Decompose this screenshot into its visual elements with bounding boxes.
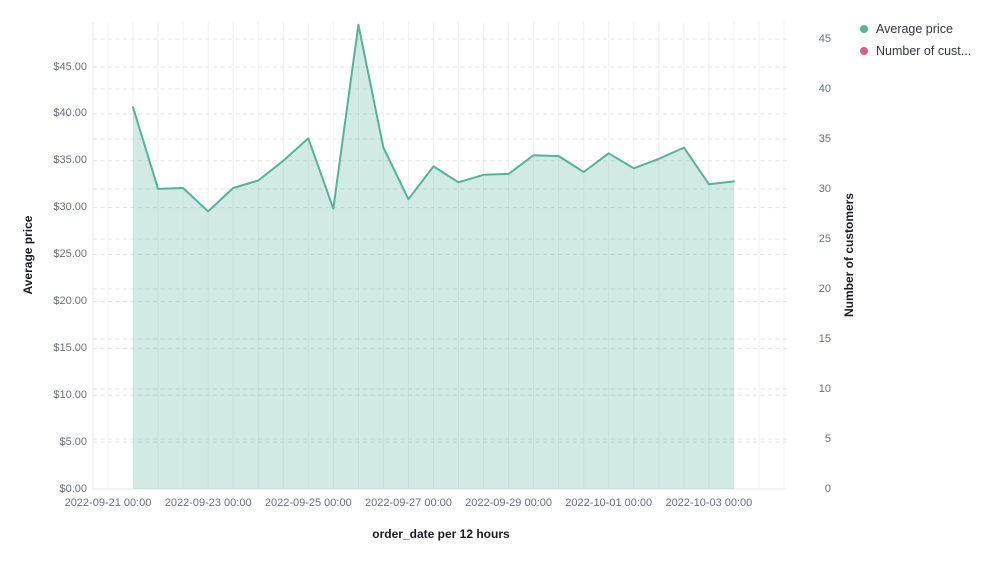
y-tick-label-right: 30 <box>818 182 831 195</box>
y-tick-label-left: $15.00 <box>53 341 87 354</box>
y-tick-label-right: 35 <box>818 132 831 145</box>
y-tick-label-right: 45 <box>818 32 831 45</box>
y-tick-label-right: 5 <box>824 432 831 445</box>
y-tick-label-left: $20.00 <box>53 294 87 307</box>
x-tick-label: 2022-09-29 00:00 <box>465 497 553 509</box>
y-tick-label-right: 10 <box>818 382 831 395</box>
series-color-dot-icon <box>860 47 868 55</box>
x-tick-label: 2022-09-21 00:00 <box>64 497 152 509</box>
x-tick-label: 2022-10-03 00:00 <box>665 497 753 509</box>
y-tick-label-left: $45.00 <box>53 60 87 73</box>
y-tick-label-left: $0.00 <box>59 482 87 495</box>
y-tick-label-left: $5.00 <box>59 435 87 448</box>
line-average-price <box>132 23 735 213</box>
chart-legend: Average price Number of cust... <box>860 22 971 58</box>
x-tick-label: 2022-09-25 00:00 <box>264 497 352 509</box>
y-tick-label-right: 0 <box>824 482 831 495</box>
x-tick-label: 2022-09-27 00:00 <box>365 497 452 509</box>
legend-item-average-price[interactable]: Average price <box>860 22 971 36</box>
y-tick-label-left: $25.00 <box>53 248 87 261</box>
y-tick-label-right: 25 <box>818 232 831 245</box>
y-tick-label-left: $10.00 <box>53 388 87 401</box>
series-color-dot-icon <box>860 25 868 33</box>
y-axis-left-title: Average price <box>21 215 35 295</box>
y-tick-label-left: $40.00 <box>53 107 87 120</box>
y-tick-label-left: $30.00 <box>53 201 87 214</box>
y-axis-right-title: Number of customers <box>842 192 856 318</box>
x-axis-title: order_date per 12 hours <box>372 527 510 541</box>
x-tick-label: 2022-10-01 00:00 <box>565 497 653 509</box>
legend-label-number-of-customers: Number of cust... <box>876 44 972 58</box>
y-tick-label-left: $35.00 <box>53 154 87 167</box>
legend-item-number-of-customers[interactable]: Number of cust... <box>860 44 971 58</box>
y-tick-label-right: 40 <box>818 82 831 95</box>
area-fill-average-price <box>133 24 734 490</box>
legend-label-average-price: Average price <box>876 22 953 36</box>
y-tick-label-right: 20 <box>818 282 831 295</box>
x-tick-label: 2022-09-23 00:00 <box>164 497 252 509</box>
y-tick-label-right: 15 <box>818 332 831 345</box>
